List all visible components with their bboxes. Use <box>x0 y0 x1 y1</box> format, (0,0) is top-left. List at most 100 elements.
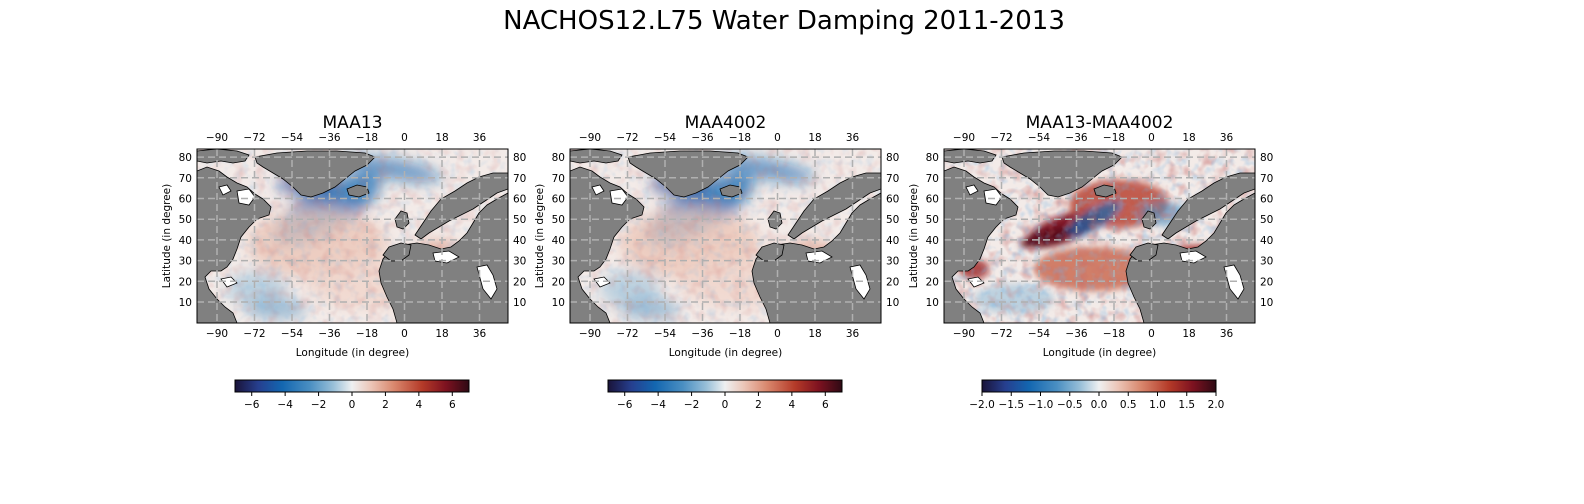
colorbar-tick-label: −0.5 <box>1057 399 1083 411</box>
colorbar-gradient <box>981 379 1217 393</box>
lat-tick-label-left: 60 <box>552 194 565 206</box>
lon-tick-label-bottom: −90 <box>206 328 228 340</box>
lat-tick-label-right: 30 <box>886 256 899 268</box>
panel-title: MAA13 <box>322 113 382 133</box>
colorbar-tick-label: −2.0 <box>969 399 995 411</box>
lon-tick-label-top: 0 <box>401 132 408 144</box>
lat-tick-label-right: 20 <box>1260 276 1273 288</box>
lon-tick-label-bottom: 36 <box>1220 328 1234 340</box>
lon-tick-label-top: −18 <box>1103 132 1125 144</box>
lon-tick-label-top: −72 <box>243 132 265 144</box>
lon-tick-label-bottom: −54 <box>654 328 676 340</box>
lon-tick-label-top: 0 <box>1148 132 1155 144</box>
lon-tick-label-bottom: 18 <box>808 328 821 340</box>
map-area <box>197 149 508 323</box>
lat-tick-label-right: 70 <box>513 173 526 185</box>
lat-tick-label-left: 80 <box>552 152 565 164</box>
lake <box>236 188 256 206</box>
land-mass <box>1093 184 1117 198</box>
lat-tick-label-left: 80 <box>926 152 939 164</box>
map-area <box>570 149 881 323</box>
lat-tick-label-right: 80 <box>513 152 526 164</box>
colorbar-tick-label: −2 <box>311 399 326 411</box>
lon-tick-label-bottom: 36 <box>846 328 860 340</box>
lake <box>967 276 985 288</box>
colorbar-tick-label: −4 <box>277 399 293 411</box>
lat-tick-label-left: 30 <box>179 256 192 268</box>
lon-tick-label-bottom: 0 <box>774 328 781 340</box>
lon-tick-label-bottom: −72 <box>616 328 638 340</box>
lon-tick-label-top: 18 <box>1182 132 1195 144</box>
land-mass <box>197 149 250 164</box>
land-mass <box>570 149 623 164</box>
map-frame <box>569 148 882 324</box>
colorbar-tick-label: 0 <box>349 399 356 411</box>
lat-tick-label-right: 10 <box>1260 297 1273 309</box>
lat-tick-label-left: 10 <box>926 297 939 309</box>
map-panel: MAA13 −90 −90 −72 −72 −54 −54 −36 −36 −18 −18 0 0 18 1… <box>161 113 526 411</box>
x-axis-label: Longitude (in degree) <box>1043 347 1156 359</box>
colorbar: −2.0 −1.5 −1.0 −0.5 0.0 0.5 1.0 1.5 2.0 <box>969 379 1225 411</box>
lon-tick-label-top: −18 <box>356 132 378 144</box>
colorbar: −6 −4 −2 0 2 4 6 <box>234 379 470 411</box>
lat-tick-label-left: 20 <box>926 276 939 288</box>
lat-tick-label-right: 60 <box>1260 194 1273 206</box>
lat-tick-label-left: 60 <box>926 194 939 206</box>
lon-tick-label-top: −18 <box>729 132 751 144</box>
lat-tick-label-right: 40 <box>1260 235 1273 247</box>
lat-tick-label-right: 40 <box>513 235 526 247</box>
lat-tick-label-left: 30 <box>552 256 565 268</box>
lat-tick-label-right: 50 <box>513 214 526 226</box>
y-axis-label: Latitude (in degree) <box>534 184 546 288</box>
lake <box>220 276 238 288</box>
colorbar-tick-label: 1.5 <box>1178 399 1195 411</box>
lat-tick-label-left: 80 <box>179 152 192 164</box>
lon-tick-label-top: −90 <box>953 132 975 144</box>
colorbar-tick-label: −4 <box>650 399 666 411</box>
lon-tick-label-top: 18 <box>435 132 448 144</box>
graticule <box>570 149 881 323</box>
colorbar-tick-label: 1.0 <box>1149 399 1166 411</box>
lon-tick-label-bottom: −36 <box>318 328 340 340</box>
colorbar-tick-label: 0.0 <box>1091 399 1108 411</box>
colorbar-tick-label: −6 <box>244 399 260 411</box>
lon-tick-label-bottom: −54 <box>281 328 303 340</box>
lat-tick-label-right: 10 <box>886 297 899 309</box>
panels: MAA13 −90 −90 −72 −72 −54 −54 −36 −36 −18 −18 0 0 18 1… <box>161 113 1273 411</box>
colorbar-tick-label: 2.0 <box>1208 399 1225 411</box>
colorbar-tick-label: 2 <box>382 399 389 411</box>
lat-tick-label-right: 70 <box>886 173 899 185</box>
y-axis-label: Latitude (in degree) <box>908 184 920 288</box>
lon-tick-label-top: −72 <box>990 132 1012 144</box>
colorbar-tick-label: 0.5 <box>1120 399 1137 411</box>
colorbar-tick-label: 2 <box>755 399 762 411</box>
land-mass <box>627 150 749 198</box>
colorbar-tick-label: −2 <box>684 399 699 411</box>
lat-tick-label-left: 60 <box>179 194 192 206</box>
lon-tick-label-bottom: −36 <box>1065 328 1087 340</box>
map-frame <box>196 148 509 324</box>
lon-tick-label-top: −54 <box>1028 132 1050 144</box>
lat-tick-label-right: 50 <box>886 214 899 226</box>
lon-tick-label-top: −36 <box>318 132 340 144</box>
lat-tick-label-right: 10 <box>513 297 526 309</box>
panel-title: MAA13-MAA4002 <box>1026 113 1174 133</box>
lat-tick-label-right: 60 <box>513 194 526 206</box>
land <box>944 149 1255 323</box>
lon-tick-label-bottom: −90 <box>953 328 975 340</box>
colorbar-gradient <box>607 379 843 393</box>
lat-tick-label-right: 80 <box>886 152 899 164</box>
map-panel: MAA4002 −90 −90 −72 −72 −54 −54 −36 −36 −18 −18 0 0 1… <box>534 113 899 411</box>
lon-tick-label-top: −72 <box>616 132 638 144</box>
lake <box>609 188 629 206</box>
lake <box>965 184 979 196</box>
land-mass <box>1129 242 1159 262</box>
graticule <box>944 149 1255 323</box>
lat-tick-label-right: 20 <box>886 276 899 288</box>
lat-tick-label-right: 60 <box>886 194 899 206</box>
land-mass <box>1141 210 1157 230</box>
lat-tick-label-right: 50 <box>1260 214 1273 226</box>
lat-tick-label-left: 50 <box>179 214 192 226</box>
lat-tick-label-left: 20 <box>552 276 565 288</box>
colorbar-tick-label: −6 <box>617 399 633 411</box>
